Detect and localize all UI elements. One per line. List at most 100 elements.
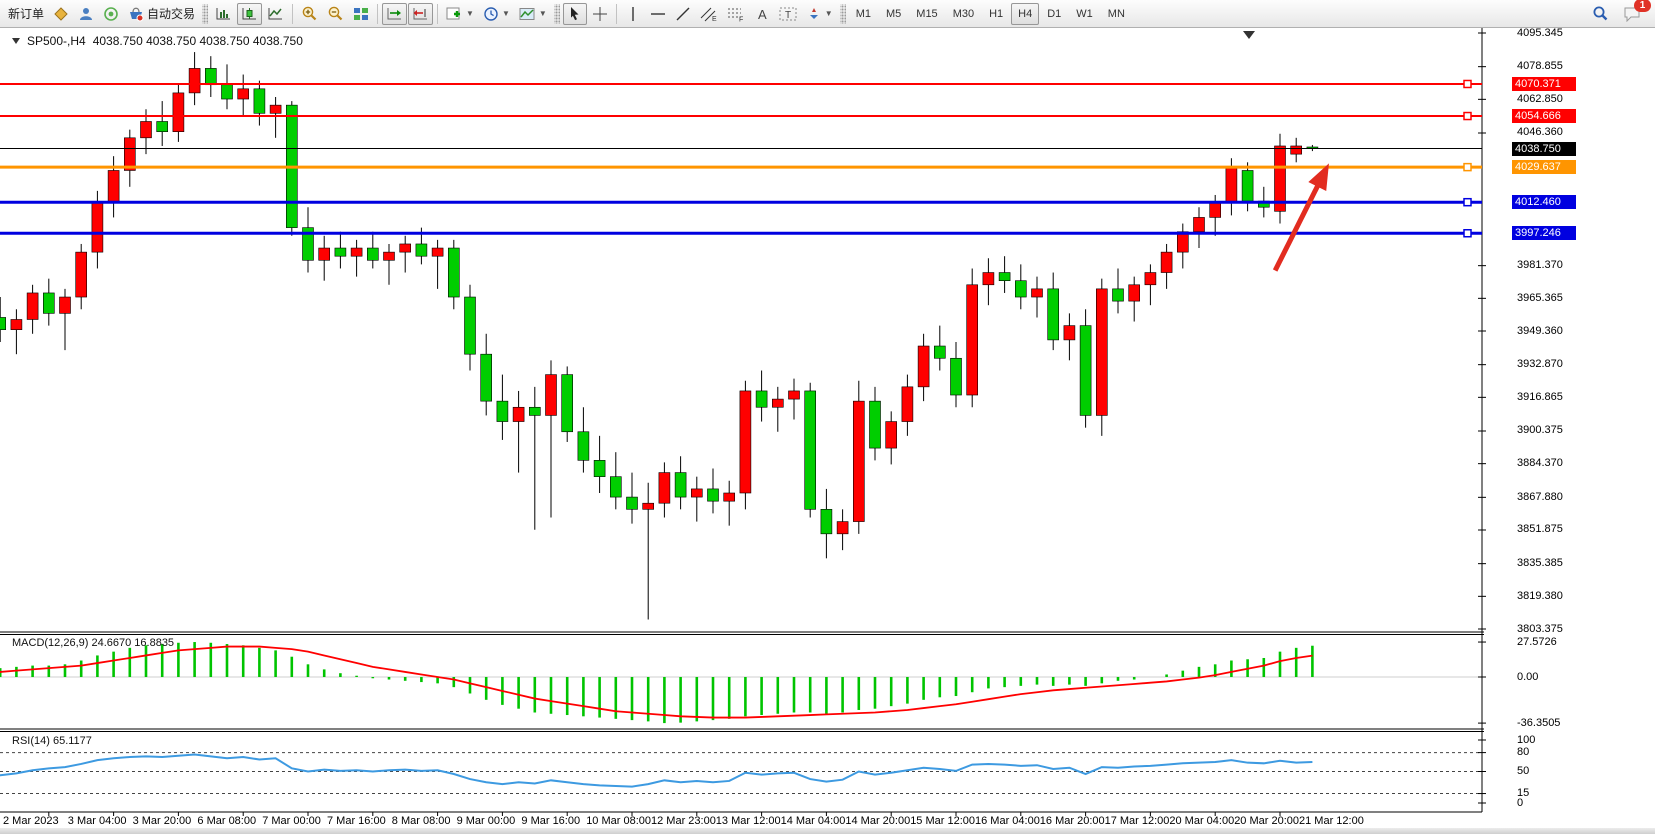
trendline-button[interactable] [671,3,695,25]
tab-timeframe-H4[interactable]: H4 [1011,2,1040,25]
y-axis-tick-label: 4062.850 [1517,92,1563,105]
cursor-button[interactable] [562,2,587,25]
auto-scroll-icon [387,7,402,19]
tab-timeframe-D1[interactable]: D1 [1047,7,1062,20]
date-label: 7 Mar 00:00 [262,815,321,827]
toolbar-grip[interactable] [839,3,846,24]
rsi-label: RSI(14) 65.1177 [12,735,92,747]
bear-candle [415,243,428,257]
tile-windows-button[interactable] [349,3,373,25]
macd-axis-tick-label: 27.5726 [1517,635,1557,648]
templates-button[interactable]: ▼ [515,3,551,25]
zoom-in-button[interactable] [297,3,322,25]
bar-chart-button[interactable] [211,3,236,25]
chart-shift-marker[interactable] [1243,31,1255,39]
line-anchor-handle[interactable] [1463,79,1472,89]
line-anchor-handle[interactable] [1463,229,1472,238]
bear-candle [0,317,7,330]
bear-candle [480,353,493,402]
chat-button[interactable]: 1 [1619,0,1651,25]
text-label-button[interactable]: T [775,3,801,25]
date-label: 3 Mar 20:00 [132,815,192,827]
toolbar-grip[interactable] [202,3,209,24]
bear-candle [626,496,638,510]
vertical-line-button[interactable] [621,3,645,25]
crosshair-button[interactable] [588,3,612,25]
signals-button[interactable] [99,3,123,25]
gold-diamond-button[interactable] [49,3,73,25]
date-label: 20 Mar 20:00 [1234,815,1300,827]
bull-candle [431,247,444,257]
new-order-button[interactable]: 新订单 [4,3,48,25]
candles [0,52,1319,620]
trader-profile-button[interactable] [74,3,98,25]
chart-shift-button[interactable] [408,2,434,25]
bull-candle [269,104,282,114]
person-icon [80,7,93,20]
toolbar-grip[interactable] [553,3,560,24]
symbol-dropdown-icon[interactable] [12,38,20,44]
text-label-icon: T [779,7,797,21]
tab-timeframe-M1[interactable]: M1 [855,7,871,20]
tab-timeframe-H1[interactable]: H1 [989,7,1004,20]
rsi-axis-tick-label: 100 [1517,733,1536,746]
indicators-icon [446,7,461,19]
toolbar-right: 1 [1588,0,1651,25]
autotrade-button[interactable]: 自动交易 [124,3,199,25]
date-label: 15 Mar 12:00 [910,815,976,827]
bull-candle [739,390,752,494]
arrows-tool-button[interactable]: ▼ [802,3,837,25]
toolbar-separator [292,3,294,24]
y-axis-tick-label: 3884.370 [1517,457,1563,470]
zoom-out-button[interactable] [323,3,348,25]
horizontal-line-button[interactable] [646,3,670,25]
tab-timeframe-W1[interactable]: W1 [1076,7,1093,20]
price-badge: 4038.750 [1512,141,1576,156]
template-icon [519,7,535,20]
tab-timeframe-MN[interactable]: MN [1107,7,1125,20]
chart-shift-icon [413,7,428,19]
bull-candle [917,345,930,388]
line-chart-button[interactable] [263,3,288,25]
bear-candle [253,88,266,114]
periods-button[interactable]: ▼ [479,3,514,25]
rsi-axis-tick-label: 80 [1517,746,1530,759]
bear-candle [1015,280,1027,298]
line-anchor-handle[interactable] [1463,197,1472,207]
line-anchor-handle[interactable] [1463,111,1472,121]
date-label: 10 Mar 08:00 [586,815,652,827]
fibonacci-button[interactable]: F [723,3,749,25]
candlestick-chart-button[interactable] [237,2,263,25]
rsi-line [0,753,1313,788]
tab-timeframe-M5[interactable]: M5 [886,7,902,20]
bull-candle [723,492,736,502]
tab-timeframe-M15[interactable]: M15 [916,7,938,20]
indicators-button[interactable]: ▼ [442,3,478,25]
equidistant-channel-button[interactable]: E [696,3,722,25]
toolbar-separator [437,3,439,24]
bull-candle [1160,251,1173,273]
bull-candle [852,400,865,522]
bear-candle [998,272,1011,282]
notification-badge: 1 [1634,0,1651,12]
text-button[interactable]: A [750,3,774,25]
up-arrow-annotation[interactable] [1272,163,1329,272]
bear-candle [820,509,833,535]
bear-candle [577,431,590,461]
cursor-icon [571,6,579,20]
macd-axis-tick-label: 0.00 [1517,670,1539,683]
tab-timeframe-M30[interactable]: M30 [952,7,975,20]
bull-candle [59,296,71,314]
chart-plot[interactable] [0,28,1655,834]
bull-candle [642,502,655,510]
bear-candle [593,460,606,477]
bull-candle [188,68,201,94]
date-label: 21 Mar 12:00 [1299,815,1364,827]
svg-text:T: T [785,10,791,21]
line-anchor-handle[interactable] [1463,162,1472,172]
search-button[interactable] [1588,3,1613,25]
auto-scroll-button[interactable] [382,2,408,25]
bear-candle [1047,288,1059,341]
zoom-in-icon [302,6,317,21]
bull-candle [788,390,800,400]
